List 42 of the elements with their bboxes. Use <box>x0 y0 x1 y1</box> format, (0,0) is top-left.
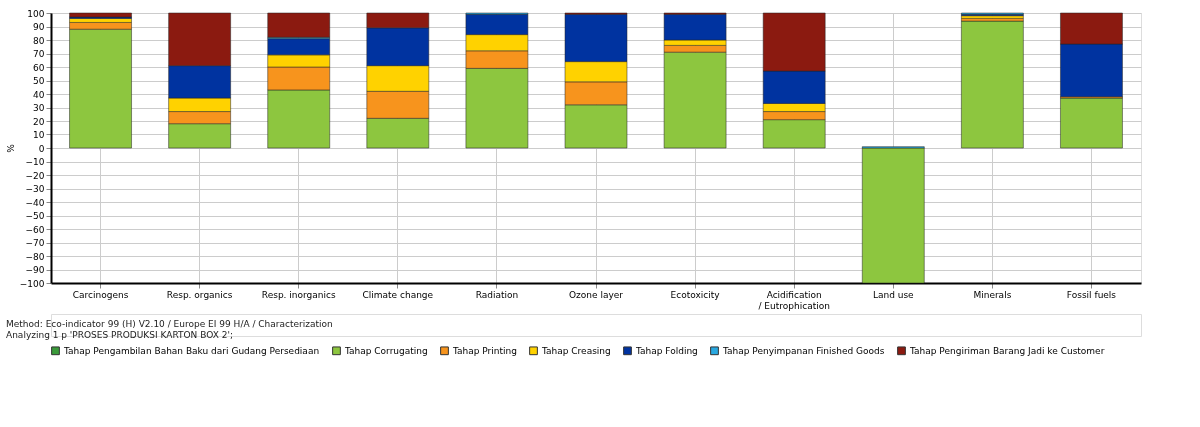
y-tick-label: 10 <box>33 130 45 140</box>
x-tick-label: Ecotoxicity <box>670 289 721 300</box>
y-tick-label: 40 <box>33 89 45 100</box>
legend-label: Tahap Folding <box>635 345 698 356</box>
x-tick-label: Resp. organics <box>166 289 233 300</box>
y-axis-title: % <box>5 143 16 153</box>
legend-label: Tahap Penyimpanan Finished Goods <box>722 345 885 356</box>
y-tick-label: −40 <box>25 197 45 208</box>
y-tick-label: −30 <box>25 184 45 194</box>
legend-label: Tahap Pengambilan Bahan Baku dari Gudang Persediaan <box>63 345 320 356</box>
legend-label: Tahap Corrugating <box>344 345 428 356</box>
y-tick-label: −80 <box>25 251 45 262</box>
text: Method: Eco-indicator 99 (H) V2.10 / Europe EI 99 H/A / Characterization <box>6 318 333 329</box>
y-tick-label: −100 <box>19 278 45 289</box>
x-tick-label: Climate change <box>362 289 434 300</box>
x-tick-label: Resp. inorganics <box>261 289 336 300</box>
y-tick-label: −70 <box>25 238 45 248</box>
legend-label: Tahap Pengiriman Barang Jadi ke Customer <box>909 345 1105 356</box>
text: Analyzing 1 p 'PROSES PRODUKSI KARTON BOX 2'; <box>6 329 233 340</box>
y-tick-label: 20 <box>33 116 45 127</box>
y-tick-label: 30 <box>33 103 45 113</box>
x-tick-label: Radiation <box>475 289 519 300</box>
y-tick-label: 90 <box>33 22 45 32</box>
x-tick-label: Fossil fuels <box>1066 289 1117 300</box>
x-tick-label: Ozone layer <box>569 289 624 300</box>
y-tick-label: −10 <box>25 157 45 167</box>
y-tick-label: 50 <box>33 76 45 86</box>
legend-label: Tahap Creasing <box>541 345 611 356</box>
x-tick-label: Carcinogens <box>72 289 129 300</box>
y-tick-label: 70 <box>33 49 45 59</box>
x-tick-label: Minerals <box>973 289 1012 300</box>
y-tick-label: 100 <box>27 8 45 19</box>
y-tick-label: 0 <box>38 143 45 154</box>
y-tick-label: −90 <box>25 265 45 275</box>
x-tick-label: Land use <box>872 289 915 300</box>
y-tick-label: 80 <box>33 35 45 46</box>
legend-label: Tahap Printing <box>452 345 517 356</box>
y-tick-label: −60 <box>25 224 45 235</box>
x-tick-label: Acidification / Eutrophication <box>758 289 830 311</box>
y-tick-label: −50 <box>25 211 45 221</box>
y-tick-label: 60 <box>33 62 45 73</box>
y-tick-label: −20 <box>25 170 45 181</box>
